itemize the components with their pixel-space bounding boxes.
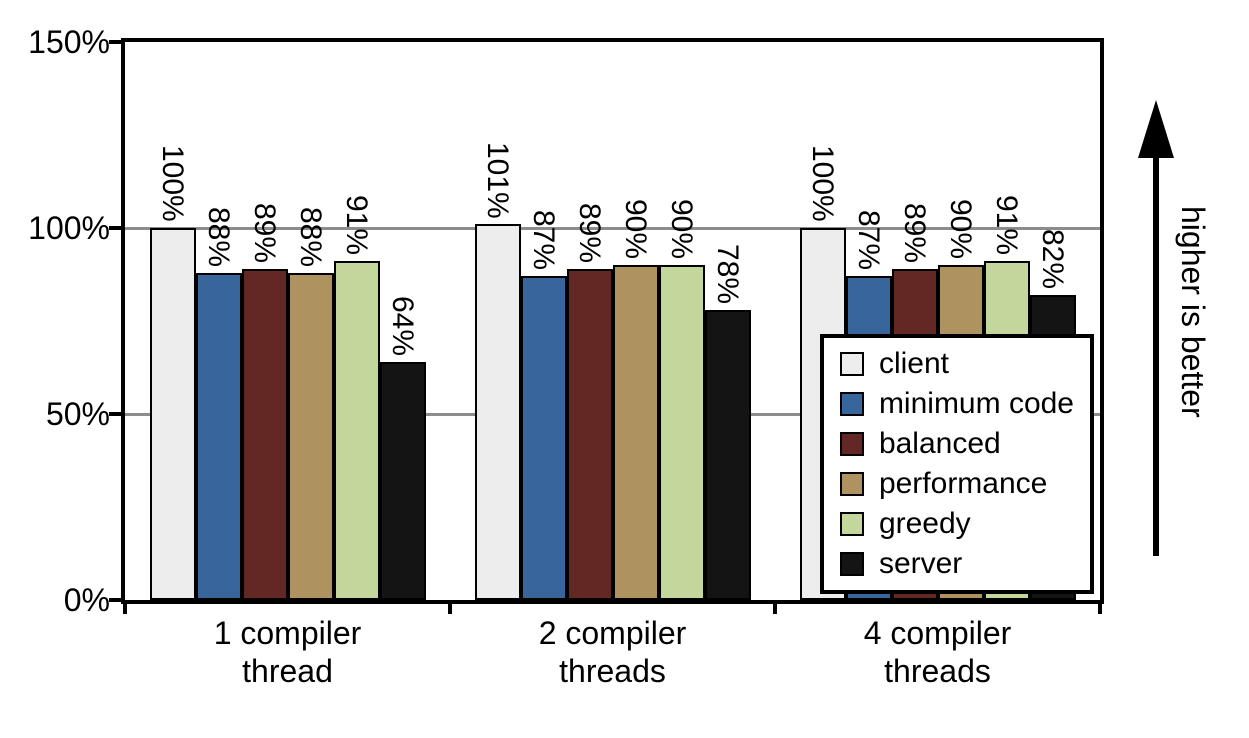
legend-item: performance xyxy=(839,467,1074,501)
category-label-line: threads xyxy=(559,653,666,690)
category-label-line: threads xyxy=(884,653,991,690)
legend-item: balanced xyxy=(839,427,1074,461)
bar-performance xyxy=(287,272,334,600)
legend-swatch-balanced xyxy=(839,432,864,456)
bar-performance xyxy=(612,265,659,600)
bar-value-label: 82% xyxy=(1036,228,1069,289)
legend-item: client xyxy=(839,347,1074,381)
category-label: 2 compiler threads xyxy=(450,614,775,691)
plot-area: client minimum code balanced performance gre… xyxy=(121,38,1104,604)
bar-server xyxy=(379,361,426,600)
bar-value-label: 89% xyxy=(573,202,606,263)
legend-swatch-client xyxy=(839,352,864,376)
legend-item: greedy xyxy=(839,507,1074,541)
bar-greedy xyxy=(658,265,705,600)
bar-minimum-code xyxy=(195,272,242,600)
x-axis-tick-mark xyxy=(448,604,452,614)
category-label: 4 compiler threads xyxy=(775,614,1100,691)
gridline-100 xyxy=(125,226,1100,230)
legend-swatch-greedy xyxy=(839,512,864,536)
legend-swatch-performance xyxy=(839,472,864,496)
legend-label: performance xyxy=(878,467,1048,500)
legend-label: balanced xyxy=(878,427,1001,460)
bar-value-label: 87% xyxy=(527,210,560,271)
category-label-line: thread xyxy=(242,653,333,690)
bar-value-label: 100% xyxy=(806,145,839,222)
bar-value-label: 89% xyxy=(898,202,931,263)
bar-value-label: 91% xyxy=(340,195,373,256)
bar-value-label: 91% xyxy=(990,195,1023,256)
bar-value-label: 90% xyxy=(665,199,698,260)
x-axis-tick-mark xyxy=(773,604,777,614)
bar-value-label: 90% xyxy=(619,199,652,260)
y-axis-tick-mark xyxy=(109,412,121,416)
y-axis-tick-label: 0% xyxy=(63,582,110,618)
legend-label: minimum code xyxy=(878,387,1074,420)
y-axis-tick-label: 100% xyxy=(28,210,110,246)
bar-value-label: 88% xyxy=(294,206,327,267)
bar-value-label: 87% xyxy=(852,210,885,271)
legend-item: minimum code xyxy=(839,387,1074,421)
bar-balanced xyxy=(566,268,613,600)
bar-client xyxy=(474,224,521,600)
bar-minimum-code xyxy=(520,276,567,600)
legend-label: client xyxy=(878,347,949,380)
legend-swatch-server xyxy=(839,552,864,576)
bar-balanced xyxy=(241,268,288,600)
legend: client minimum code balanced performance gre… xyxy=(819,334,1094,594)
y-axis-tick-mark xyxy=(109,226,121,230)
y-axis-tick-label: 50% xyxy=(45,396,110,432)
y-axis-tick-mark xyxy=(109,598,121,602)
bar-greedy xyxy=(333,261,380,600)
higher-is-better-label: higher is better xyxy=(1175,206,1211,418)
bar-value-label: 88% xyxy=(202,206,235,267)
category-label-line: 1 compiler xyxy=(213,615,362,651)
y-axis-tick-label: 150% xyxy=(28,24,110,60)
bar-server xyxy=(704,309,751,600)
bar-value-label: 90% xyxy=(944,199,977,260)
legend-item: server xyxy=(839,547,1074,581)
bar-value-label: 64% xyxy=(386,295,419,356)
legend-label: greedy xyxy=(878,507,971,540)
x-axis-tick-mark xyxy=(123,604,127,614)
bar-value-label: 78% xyxy=(711,243,744,304)
category-label-line: 2 compiler xyxy=(538,615,687,651)
y-axis-tick-mark xyxy=(109,40,121,44)
bar-value-label: 89% xyxy=(248,202,281,263)
x-axis-tick-mark xyxy=(1098,604,1102,614)
category-label: 1 compiler thread xyxy=(125,614,450,691)
bar-client xyxy=(149,228,196,600)
bar-value-label: 100% xyxy=(156,145,189,222)
bar-value-label: 101% xyxy=(481,141,514,219)
category-label-line: 4 compiler xyxy=(863,615,1012,651)
legend-swatch-minimum-code xyxy=(839,392,864,416)
up-arrow-icon xyxy=(1138,100,1174,556)
legend-label: server xyxy=(878,547,963,580)
